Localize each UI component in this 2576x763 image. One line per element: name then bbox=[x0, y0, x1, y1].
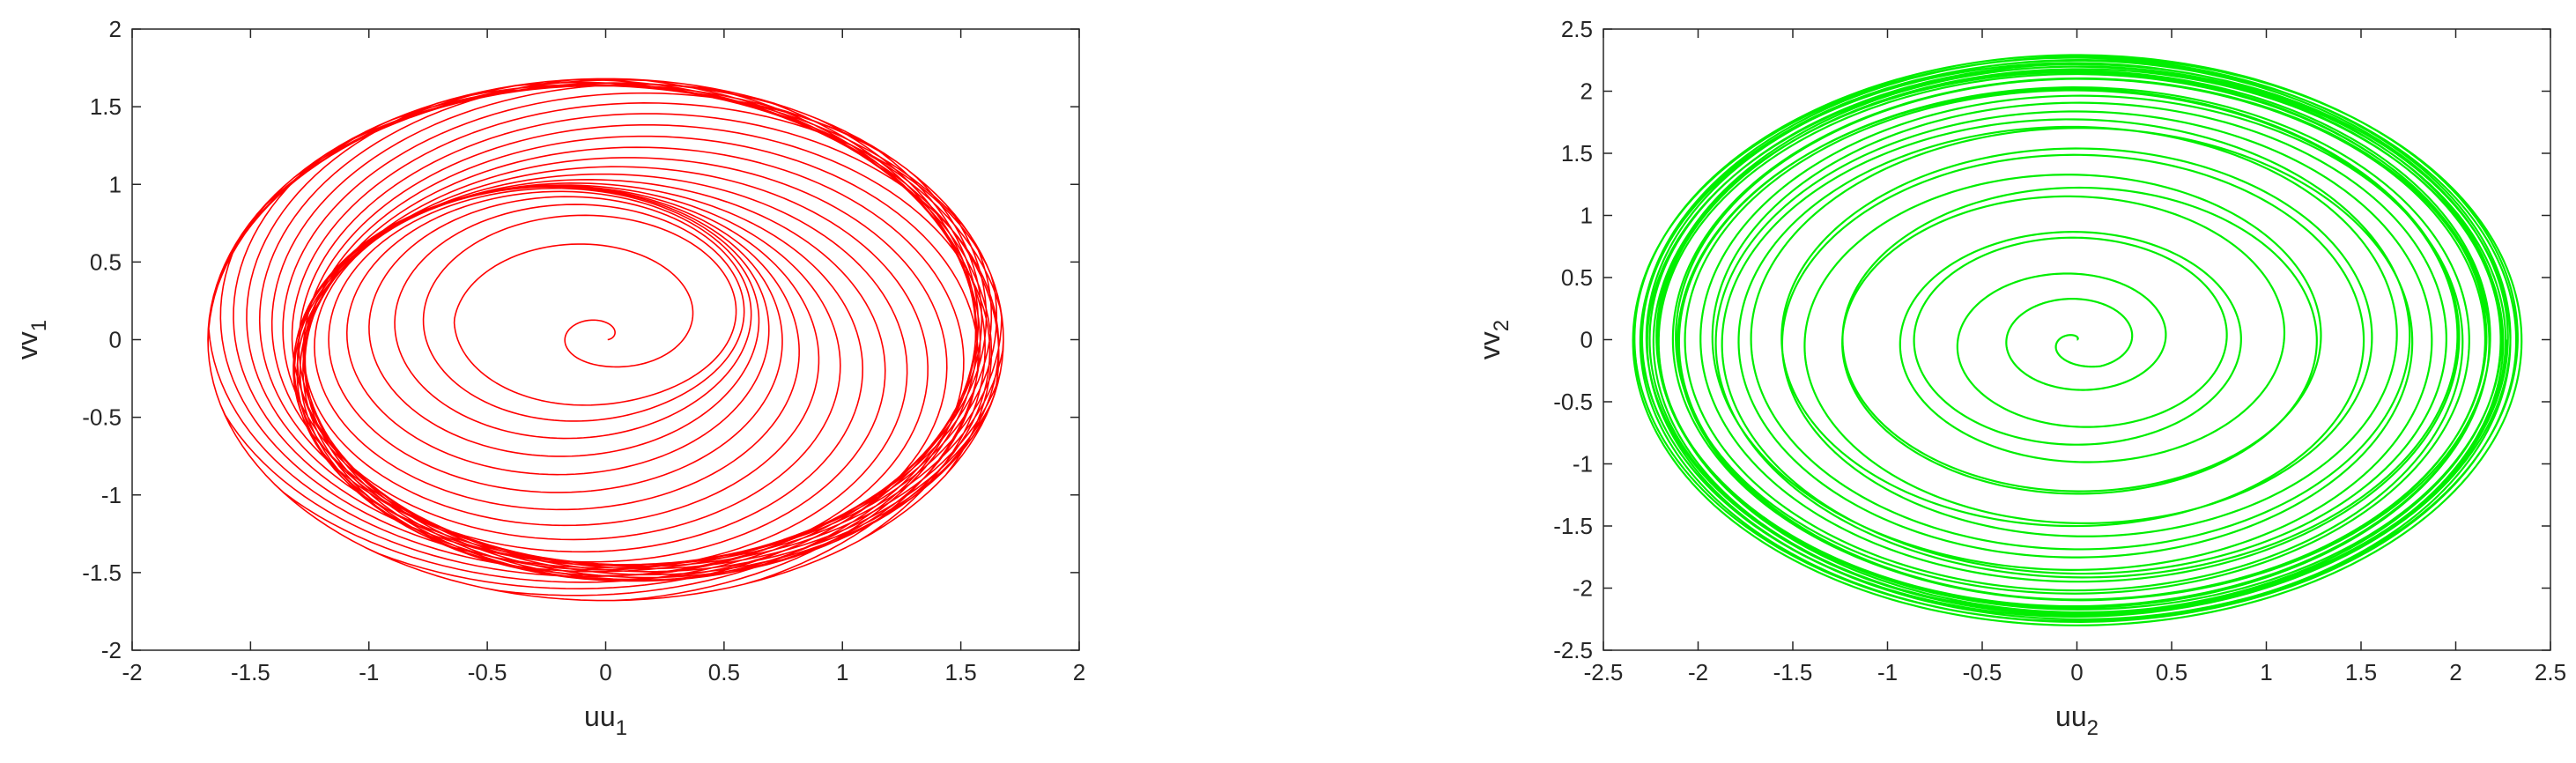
x-tick-label: -1 bbox=[359, 659, 379, 685]
plot-1-frame bbox=[131, 28, 1080, 651]
x-tick-label: 1 bbox=[836, 659, 848, 685]
x-tick-label: 2 bbox=[1073, 659, 1085, 685]
plot-1-y-ticks: -2 -1.5 -1 -0.5 0 0.5 1 1.5 2 bbox=[82, 16, 1079, 663]
trajectory-line bbox=[1632, 54, 2523, 626]
x-tick-label: 0 bbox=[2070, 659, 2083, 685]
y-tick-label: 0.5 bbox=[1561, 264, 1593, 291]
y-tick-label: 0.5 bbox=[90, 248, 122, 275]
plot-2-trajectory bbox=[1632, 54, 2523, 626]
plot-2-y-ticks: -2.5 -2 -1.5 -1 -0.5 0 0.5 1 1.5 2 2.5 bbox=[1553, 16, 2550, 663]
y-tick-label: -1.5 bbox=[1553, 513, 1593, 539]
x-tick-label: -1 bbox=[1877, 659, 1898, 685]
y-tick-label: 0 bbox=[1580, 327, 1593, 353]
y-tick-label: 1 bbox=[1580, 203, 1593, 229]
x-tick-label: -1.5 bbox=[1773, 659, 1813, 685]
y-tick-label: -0.5 bbox=[1553, 389, 1593, 415]
y-tick-label: 1.5 bbox=[90, 93, 122, 120]
x-tick-label: 0.5 bbox=[708, 659, 740, 685]
y-tick-label: -2.5 bbox=[1553, 637, 1593, 663]
x-tick-label: -0.5 bbox=[1963, 659, 2002, 685]
plot-2-x-ticks: -2.5 -2 -1.5 -1 -0.5 0 0.5 1 1.5 2 2.5 bbox=[1584, 29, 2566, 685]
x-tick-label: 2.5 bbox=[2535, 659, 2566, 685]
phase-plot-1: -2 -1.5 -1 -0.5 0 0.5 1 1.5 2 -2 -1.5 -1 -0.5 0 0.5 1 1… bbox=[11, 16, 1085, 740]
plot-1-trajectory bbox=[207, 78, 1004, 602]
y-tick-label: -2 bbox=[1573, 575, 1593, 602]
y-tick-label: 1.5 bbox=[1561, 140, 1593, 167]
phase-plot-2: -2.5 -2 -1.5 -1 -0.5 0 0.5 1 1.5 2 2.5 -2.5-2-1.5-… bbox=[1474, 16, 2566, 740]
plot-1-y-axis-label: vv1 bbox=[11, 320, 51, 359]
x-tick-label: 1.5 bbox=[2345, 659, 2377, 685]
y-tick-label: -2 bbox=[101, 637, 122, 663]
plot-1-x-ticks: -2 -1.5 -1 -0.5 0 0.5 1 1.5 2 bbox=[122, 29, 1085, 685]
y-tick-label: -0.5 bbox=[82, 404, 122, 431]
plot-1-x-axis-label: uu1 bbox=[584, 700, 627, 740]
y-tick-label: 1 bbox=[109, 171, 122, 197]
y-tick-label: -1 bbox=[101, 482, 122, 508]
x-tick-label: 1 bbox=[2260, 659, 2272, 685]
y-tick-label: 2.5 bbox=[1561, 16, 1593, 42]
x-tick-label: 1.5 bbox=[945, 659, 977, 685]
plot-2-y-axis-label: vv2 bbox=[1474, 320, 1514, 359]
x-tick-label: -1.5 bbox=[231, 659, 270, 685]
y-tick-label: -1 bbox=[1573, 451, 1593, 478]
y-tick-label: -1.5 bbox=[82, 559, 122, 586]
plot-2-x-axis-label: uu2 bbox=[2055, 700, 2099, 740]
x-tick-label: -2 bbox=[1688, 659, 1708, 685]
x-tick-label: 2 bbox=[2449, 659, 2461, 685]
x-tick-label: -2 bbox=[122, 659, 142, 685]
trajectory-line bbox=[207, 78, 1004, 602]
x-tick-label: 0 bbox=[599, 659, 611, 685]
x-tick-label: -0.5 bbox=[468, 659, 507, 685]
x-tick-label: 0.5 bbox=[2156, 659, 2187, 685]
y-tick-label: 2 bbox=[109, 16, 122, 42]
y-tick-label: 2 bbox=[1580, 78, 1593, 105]
x-tick-label: -2.5 bbox=[1584, 659, 1624, 685]
y-tick-label: 0 bbox=[109, 327, 122, 353]
